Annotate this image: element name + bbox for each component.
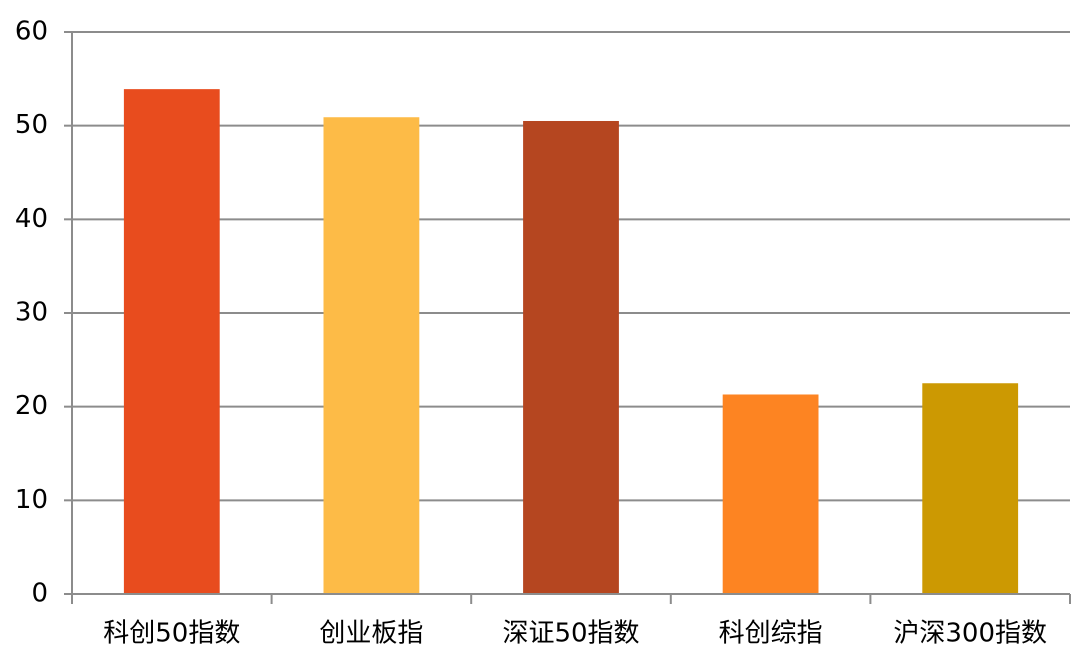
y-tick-label: 60 [15,17,48,47]
x-tick-label: 科创综指 [719,619,823,649]
bar [123,89,220,595]
x-tick-label: 深证50指数 [502,619,639,649]
y-tick-label: 0 [31,579,48,609]
x-tick-label: 科创50指数 [103,619,240,649]
bar [323,117,420,594]
bar [722,394,819,594]
bar [922,383,1019,594]
bar [523,120,619,594]
y-tick-label: 50 [15,110,48,140]
y-tick-label: 20 [15,391,48,421]
y-tick-label: 30 [15,298,48,328]
x-tick-label: 沪深300指数 [893,619,1047,649]
x-tick-label: 创业板指 [319,619,423,649]
y-tick-label: 40 [15,204,48,234]
y-tick-label: 10 [15,485,48,515]
